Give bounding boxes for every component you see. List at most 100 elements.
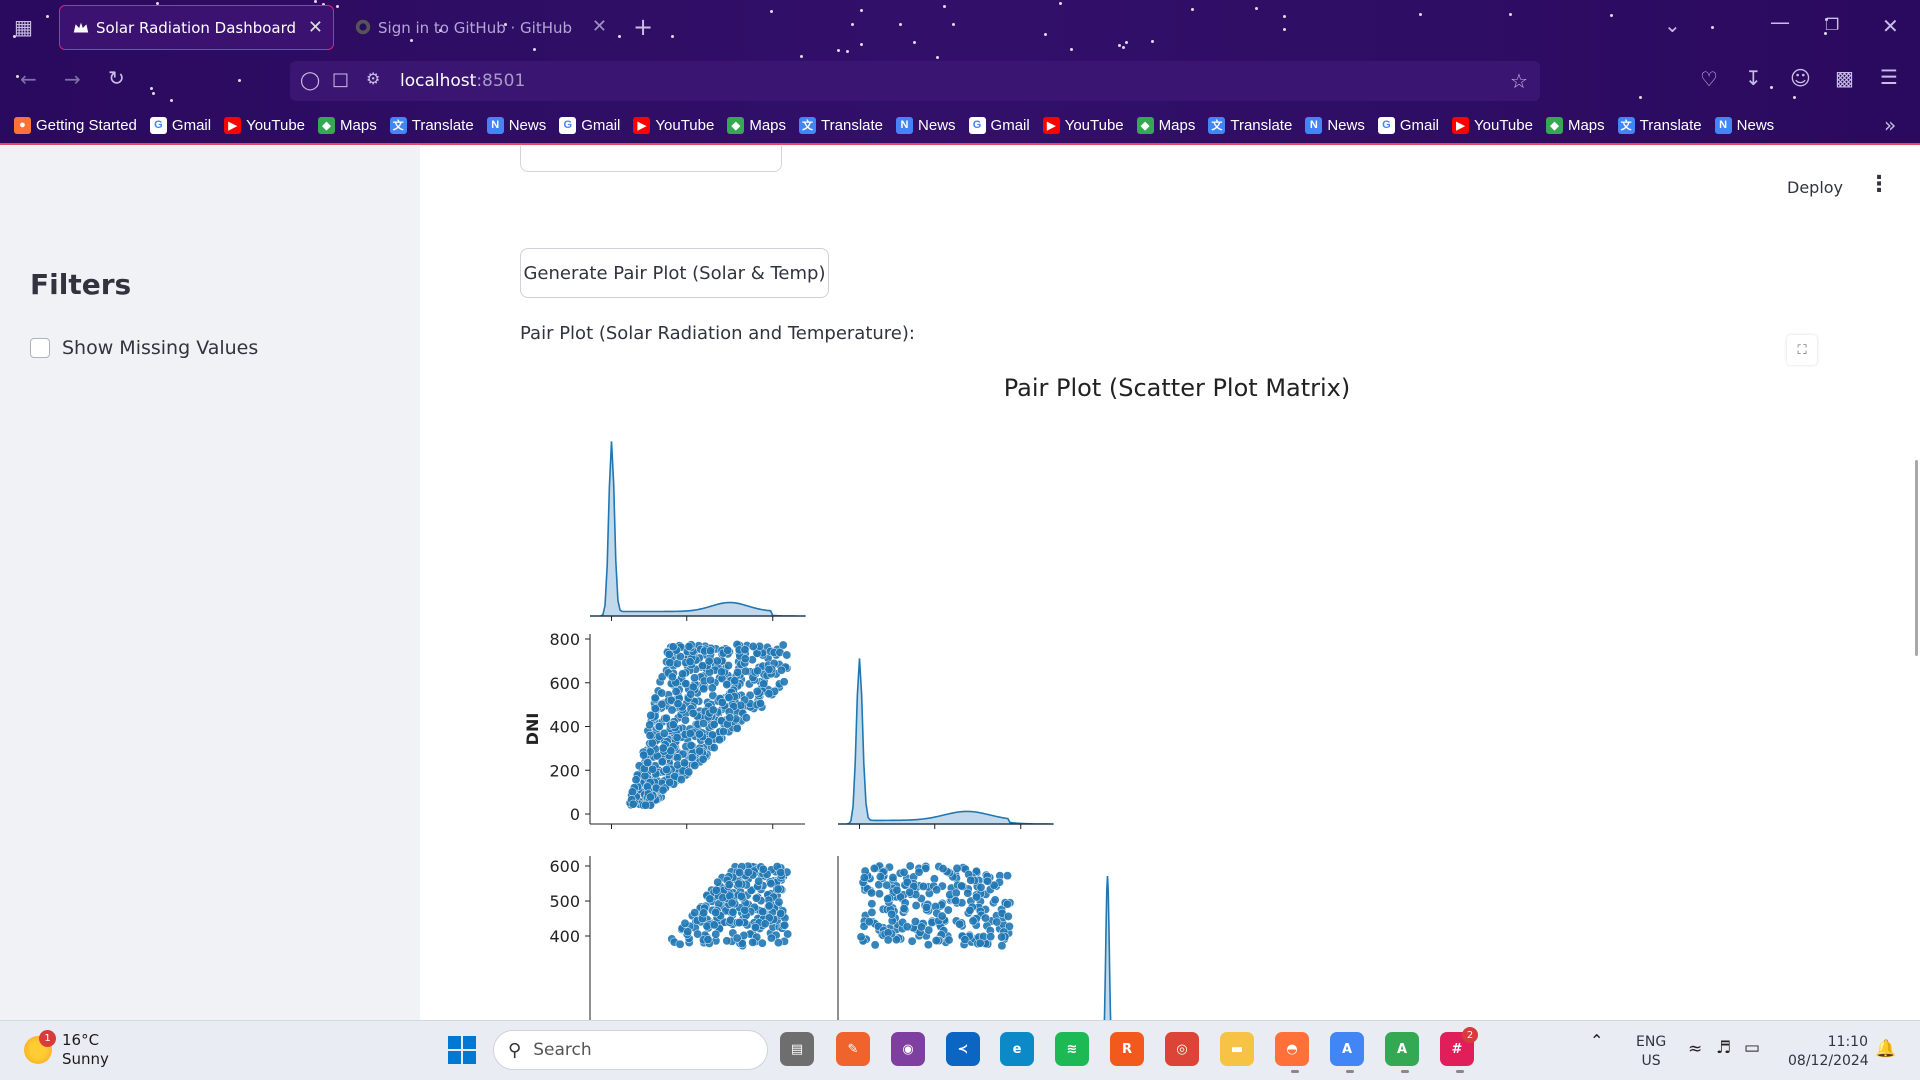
pocket-icon[interactable]: ♡ — [1700, 67, 1718, 91]
bookmark-youtube[interactable]: ▶ YouTube — [633, 116, 714, 134]
menu-icon[interactable]: ☰ — [1880, 65, 1898, 89]
tab-list-icon[interactable]: ▦ — [14, 15, 33, 39]
minimize-icon[interactable]: — — [1770, 10, 1790, 34]
volume-icon[interactable]: ♬ — [1716, 1038, 1732, 1058]
scatter-point — [657, 699, 667, 709]
weather-widget[interactable]: 1 16°C Sunny — [24, 1030, 109, 1069]
running-indicator — [1456, 1070, 1464, 1073]
restore-icon[interactable]: ❐ — [1825, 15, 1840, 34]
show-hidden-icons-icon[interactable]: ⌃ — [1590, 1031, 1604, 1050]
show-missing-values-checkbox[interactable]: Show Missing Values — [30, 337, 258, 359]
bookmark-maps[interactable]: ◆ Maps — [318, 116, 377, 134]
bookmark-youtube[interactable]: ▶ YouTube — [224, 116, 305, 134]
clock[interactable]: 11:10 08/12/2024 — [1788, 1033, 1869, 1071]
bookmark-news[interactable]: N News — [1305, 116, 1365, 134]
bookmark-gmail[interactable]: G Gmail — [1377, 116, 1439, 134]
scatter-point — [896, 892, 906, 902]
reader-icon[interactable]: R — [1110, 1032, 1144, 1066]
scatter-point — [678, 669, 688, 679]
wifi-icon[interactable]: ≈ — [1688, 1039, 1703, 1059]
bookmark-gmail[interactable]: G Gmail — [559, 116, 620, 134]
bookmark-maps[interactable]: ◆ Maps — [1545, 116, 1605, 134]
scatter-point — [766, 879, 776, 889]
download-icon[interactable]: ↧ — [1745, 66, 1762, 90]
windows-start-icon[interactable] — [447, 1035, 477, 1065]
previous-button[interactable] — [520, 146, 782, 172]
y-tick-label: 800 — [549, 630, 580, 649]
weather-badge: 1 — [39, 1030, 56, 1047]
obs-icon[interactable]: ◉ — [891, 1032, 925, 1066]
chrome-profile-a-icon[interactable]: A — [1330, 1032, 1364, 1066]
bookmark-star-icon[interactable]: ☆ — [1510, 69, 1528, 93]
scatter-point — [699, 718, 708, 728]
scatter-point — [641, 800, 651, 810]
scatter-point — [914, 867, 924, 877]
bookmark-youtube[interactable]: ▶ YouTube — [1452, 116, 1533, 134]
bookmark-label: Getting Started — [36, 116, 137, 134]
main-menu-icon[interactable]: ⋮ — [1868, 172, 1890, 197]
bookmark-news[interactable]: N News — [1714, 116, 1774, 134]
page-icon[interactable]: □ — [332, 69, 350, 90]
close-tab-icon[interactable]: ✕ — [307, 17, 323, 38]
more-bookmarks-icon[interactable]: » — [1884, 113, 1897, 137]
y-tick-label: 500 — [549, 892, 580, 911]
back-icon[interactable]: ← — [20, 67, 37, 91]
address-bar[interactable]: ◯ □ ⚙ localhost:8501 ☆ — [290, 61, 1540, 101]
reload-icon[interactable]: ↻ — [108, 66, 125, 90]
notification-bell-icon[interactable]: 🔔 — [1875, 1039, 1897, 1059]
bookmark-translate[interactable]: 文 Translate — [389, 116, 474, 134]
scatter-point — [628, 799, 638, 809]
permissions-icon[interactable]: ⚙ — [366, 69, 381, 88]
taskbar-search-input[interactable]: ⚲ Search — [493, 1030, 768, 1070]
folder-icon[interactable]: ▬ — [1220, 1032, 1254, 1066]
bookmark-youtube[interactable]: ▶ YouTube — [1042, 116, 1124, 134]
battery-icon[interactable]: ▭ — [1744, 1038, 1761, 1058]
tab-github[interactable]: Sign in to GitHub · GitHub ✕ — [342, 5, 617, 50]
account-icon[interactable]: ☺ — [1790, 66, 1811, 90]
new-tab-icon[interactable]: + — [633, 13, 654, 41]
url-text[interactable]: localhost:8501 — [400, 71, 526, 91]
extensions-icon[interactable]: ▩ — [1835, 66, 1854, 90]
bookmark-news[interactable]: N News — [896, 116, 956, 134]
draw-app-icon[interactable]: ✎ — [836, 1032, 870, 1066]
generate-pair-plot-button[interactable]: Generate Pair Plot (Solar & Temp) — [520, 248, 829, 298]
scatter-point — [907, 936, 917, 946]
scatter-point — [722, 936, 732, 946]
deploy-button[interactable]: Deploy — [1787, 178, 1844, 197]
bookmark-gmail[interactable]: G Gmail — [149, 116, 211, 134]
scatter-point — [888, 873, 898, 882]
edge-icon[interactable]: e — [1000, 1032, 1034, 1066]
bookmark-gmail[interactable]: G Gmail — [968, 116, 1030, 134]
chrome-profile-b-icon[interactable]: A — [1385, 1032, 1419, 1066]
bookmark-getting-started[interactable]: ● Getting Started — [14, 116, 137, 134]
close-tab-icon[interactable]: ✕ — [591, 16, 607, 37]
fullscreen-icon[interactable]: ⛶ — [1787, 335, 1817, 365]
spotify-icon[interactable]: ≋ — [1055, 1032, 1089, 1066]
scrollbar[interactable] — [1915, 460, 1918, 656]
firefox-icon[interactable]: ◓ — [1275, 1032, 1309, 1066]
scatter-point — [867, 899, 877, 909]
star — [837, 49, 840, 52]
scatter-point — [627, 787, 637, 797]
chrome-icon[interactable]: ◎ — [1165, 1032, 1199, 1066]
scatter-point — [658, 785, 668, 795]
shield-icon[interactable]: ◯ — [300, 70, 321, 91]
bookmark-translate[interactable]: 文 Translate — [799, 116, 883, 134]
scatter-point — [918, 881, 928, 891]
bookmark-maps[interactable]: ◆ Maps — [727, 116, 786, 134]
main-content: Deploy ⋮ Generate Pair Plot (Solar & Tem… — [420, 146, 1920, 1020]
bookmark-maps[interactable]: ◆ Maps — [1136, 116, 1195, 134]
forward-icon[interactable]: → — [64, 67, 81, 91]
file-explorer-icon[interactable]: ▤ — [780, 1032, 814, 1066]
bookmark-translate[interactable]: 文 Translate — [1208, 116, 1292, 134]
close-window-icon[interactable]: ✕ — [1882, 14, 1899, 38]
tab-solar-dashboard[interactable]: Solar Radiation Dashboard ✕ — [59, 5, 334, 50]
checkbox-box[interactable] — [30, 338, 50, 358]
maps-icon: ◆ — [1545, 116, 1563, 134]
bookmark-news[interactable]: N News — [486, 116, 546, 134]
star — [860, 9, 863, 12]
language-indicator[interactable]: ENG US — [1636, 1033, 1666, 1071]
vscode-icon[interactable]: ≺ — [946, 1032, 980, 1066]
bookmark-translate[interactable]: 文 Translate — [1617, 116, 1702, 134]
chevron-down-icon[interactable]: ⌄ — [1664, 13, 1681, 37]
